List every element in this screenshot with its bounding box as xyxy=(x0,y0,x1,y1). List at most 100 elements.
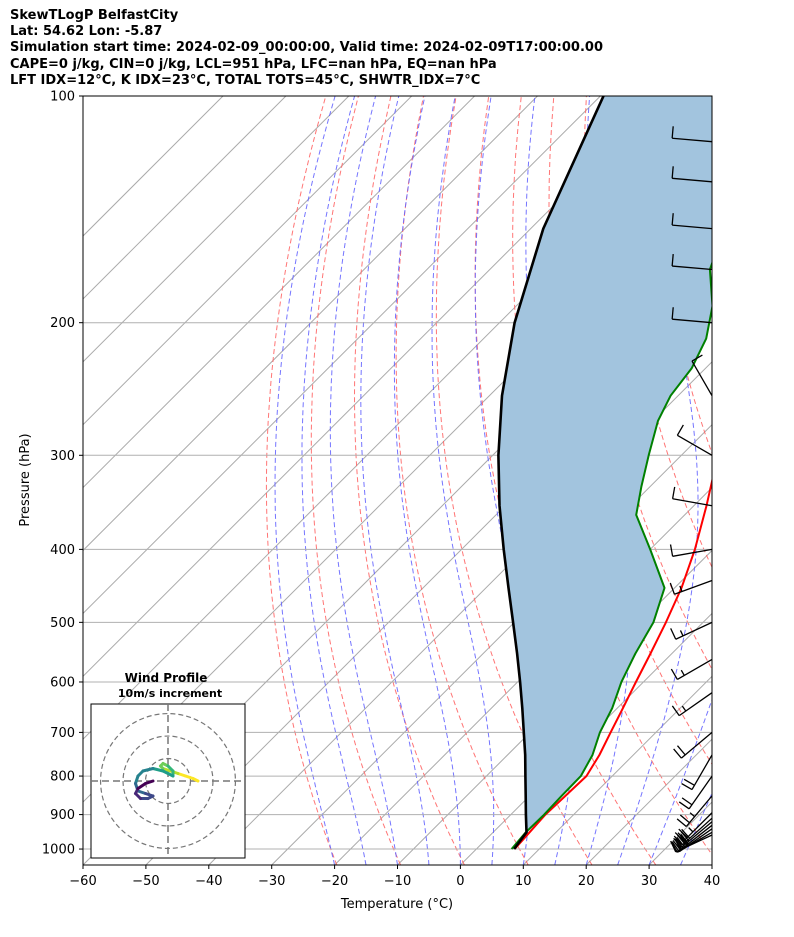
barb-flag xyxy=(678,828,688,838)
shaded-area xyxy=(498,96,712,849)
isotherm xyxy=(522,675,712,865)
dry-adiabat xyxy=(310,96,402,865)
wind-barb xyxy=(671,254,713,271)
wind-barb xyxy=(671,307,713,324)
x-tick-label: 30 xyxy=(641,874,658,889)
y-tick-label: 400 xyxy=(50,543,75,558)
x-tick-label: −20 xyxy=(321,874,348,889)
barb-half xyxy=(680,669,685,676)
y-tick-label: 600 xyxy=(50,675,75,690)
barb-staff xyxy=(691,754,713,790)
barb-flag xyxy=(671,213,674,226)
barb-flag xyxy=(683,778,695,786)
wind-barb xyxy=(691,354,713,396)
barb-half xyxy=(689,812,696,818)
wind-barb xyxy=(678,775,713,810)
y-axis-label: Pressure (hPa) xyxy=(18,433,33,526)
barb-staff xyxy=(672,318,713,324)
barb-flag xyxy=(673,835,683,846)
x-axis-label: Temperature (°C) xyxy=(340,897,453,912)
x-tick-label: −50 xyxy=(132,874,159,889)
profiles xyxy=(497,96,712,850)
barb-staff xyxy=(680,824,713,851)
isotherm xyxy=(83,96,224,237)
y-tick-label: 700 xyxy=(50,726,75,741)
y-tick-label: 1000 xyxy=(42,843,75,858)
parcel-line xyxy=(497,96,605,850)
hodograph-segment xyxy=(141,767,155,773)
barb-staff xyxy=(678,692,713,717)
barb-staff xyxy=(680,821,713,848)
barb-staff xyxy=(672,137,713,143)
inset-title: Wind Profile xyxy=(125,671,208,685)
wind-barb xyxy=(669,579,713,595)
isotherm xyxy=(271,423,712,865)
wind-barb xyxy=(670,658,713,680)
moist-adiabat xyxy=(617,96,699,865)
dry-adiabat xyxy=(353,96,465,865)
moist-adiabat xyxy=(329,96,398,865)
wind-barb xyxy=(676,424,713,456)
dry-adiabat xyxy=(435,96,593,865)
wind-barb xyxy=(671,213,713,230)
barb-flag xyxy=(676,745,686,756)
barb-staff xyxy=(672,498,713,507)
barb-flag xyxy=(691,354,703,362)
x-tick-label: 20 xyxy=(578,874,595,889)
barb-staff xyxy=(681,817,713,846)
barb-flag xyxy=(671,307,674,320)
moist-adiabat xyxy=(274,96,336,865)
moist-adiabat xyxy=(680,791,712,865)
wind-barb xyxy=(670,621,713,640)
barb-flag xyxy=(676,424,684,436)
moist-adiabat xyxy=(393,96,461,865)
barb-staff xyxy=(677,434,713,456)
barb-flag xyxy=(670,841,678,853)
wind-barb xyxy=(676,795,713,828)
barb-flag xyxy=(670,668,678,680)
stability-indices-1: CAPE=0 j/kg, CIN=0 j/kg, LCL=951 hPa, LF… xyxy=(10,56,497,72)
barb-staff xyxy=(674,579,713,595)
x-tick-label: 40 xyxy=(704,874,721,889)
dry-adiabat xyxy=(548,96,712,765)
barb-flag xyxy=(681,783,693,791)
moist-adiabat xyxy=(711,863,712,865)
wind-barb xyxy=(671,486,713,507)
dry-adiabat xyxy=(395,96,529,865)
hodograph-segment xyxy=(151,767,165,773)
simulation-times: Simulation start time: 2024-02-09_00:00:… xyxy=(10,40,603,56)
station-title: SkewTLogP BelfastCity xyxy=(10,8,179,23)
wind-barb xyxy=(681,754,713,791)
wind-barbs xyxy=(669,126,713,853)
stability-indices-2: LFT IDX=12°C, K IDX=23°C, TOTAL TOTS=45°… xyxy=(10,72,481,88)
barb-half xyxy=(679,630,684,637)
x-tick-label: −30 xyxy=(258,874,285,889)
hodograph-segment xyxy=(144,779,155,785)
wind-barb xyxy=(671,126,713,143)
y-tick-label: 300 xyxy=(50,449,75,464)
moist-adiabat xyxy=(648,698,712,865)
y-tick-label: 900 xyxy=(50,808,75,823)
isotherm xyxy=(334,486,712,865)
x-tick-label: −40 xyxy=(195,874,222,889)
barb-flag xyxy=(671,841,680,853)
isotherm xyxy=(711,864,712,865)
barb-half xyxy=(681,705,687,712)
barb-flag xyxy=(674,832,685,842)
barb-flag xyxy=(673,837,682,848)
isotherm xyxy=(83,96,475,489)
barb-flag xyxy=(671,254,674,267)
barb-flag xyxy=(669,544,674,557)
barb-flag xyxy=(670,628,677,640)
hodograph-plot xyxy=(91,704,245,858)
y-tick-label: 200 xyxy=(50,316,75,331)
barb-staff xyxy=(675,621,713,640)
barb-flag xyxy=(671,126,674,139)
wind-barb xyxy=(671,692,713,717)
dewpoint-line xyxy=(510,260,712,850)
barb-flag xyxy=(678,801,690,810)
wind-barb xyxy=(671,166,713,183)
barb-staff xyxy=(672,265,713,271)
y-tick-label: 100 xyxy=(50,90,75,105)
